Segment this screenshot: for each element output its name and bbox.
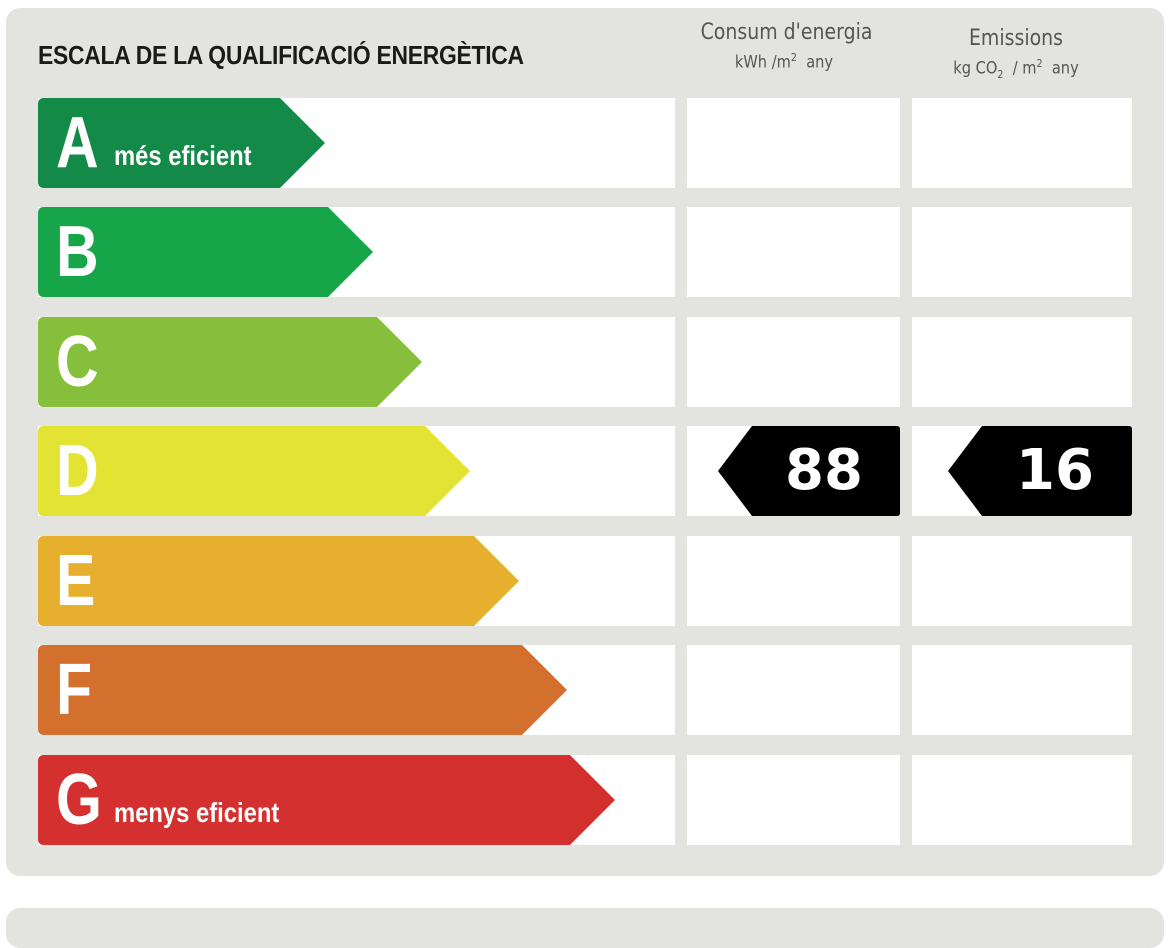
rating-letter: A	[56, 103, 99, 183]
rating-letter: B	[56, 212, 99, 292]
emissions-cell	[912, 645, 1132, 735]
energy-value: 88	[785, 438, 863, 503]
rating-letter: D	[56, 431, 99, 511]
rating-row-e: E	[38, 536, 1132, 626]
energy-column-header: Consum d'energia kWh /m2 any	[687, 20, 881, 73]
energy-cell	[687, 755, 900, 845]
lower-panel	[6, 908, 1164, 948]
rating-letter: E	[56, 541, 96, 621]
rating-row-b: B	[38, 207, 1132, 297]
energy-column-unit: kWh /m2 any	[734, 51, 834, 73]
emissions-marker	[948, 426, 1132, 516]
emissions-cell	[912, 755, 1132, 845]
rating-arrow-b	[38, 207, 373, 297]
rating-arrow-d	[38, 426, 470, 516]
emissions-column-unit: kg CO2 / m2 any	[953, 57, 1079, 82]
rating-letter: F	[56, 650, 93, 730]
energy-cell	[687, 645, 900, 735]
energy-column-title: Consum d'energia	[700, 20, 873, 45]
energy-marker	[718, 426, 900, 516]
emissions-cell	[912, 536, 1132, 626]
rating-arrow-e	[38, 536, 519, 626]
rating-arrow-c	[38, 317, 422, 407]
emissions-column-header: Emissions kg CO2 / m2 any	[912, 26, 1120, 81]
energy-cell	[687, 317, 900, 407]
emissions-cell	[912, 207, 1132, 297]
energy-cell	[687, 207, 900, 297]
energy-cell	[687, 98, 900, 188]
energy-cell	[687, 536, 900, 626]
emissions-column-title: Emissions	[968, 26, 1064, 51]
rating-caption: més eficient	[114, 140, 252, 171]
emissions-cell	[912, 317, 1132, 407]
rating-arrow-f	[38, 645, 567, 735]
rating-caption: menys eficient	[114, 797, 280, 828]
rating-letter: G	[56, 760, 102, 840]
rating-letter: C	[56, 322, 99, 402]
rating-row-d: D 88 16	[38, 426, 1132, 516]
emissions-value: 16	[1016, 438, 1094, 503]
rating-arrow-g	[38, 755, 615, 845]
emissions-cell	[912, 98, 1132, 188]
rating-row-f: F	[38, 645, 1132, 735]
rating-row-c: C	[38, 317, 1132, 407]
scale-title: ESCALA DE LA QUALIFICACIÓ ENERGÈTICA	[38, 40, 524, 70]
rating-arrow-a	[38, 98, 325, 188]
